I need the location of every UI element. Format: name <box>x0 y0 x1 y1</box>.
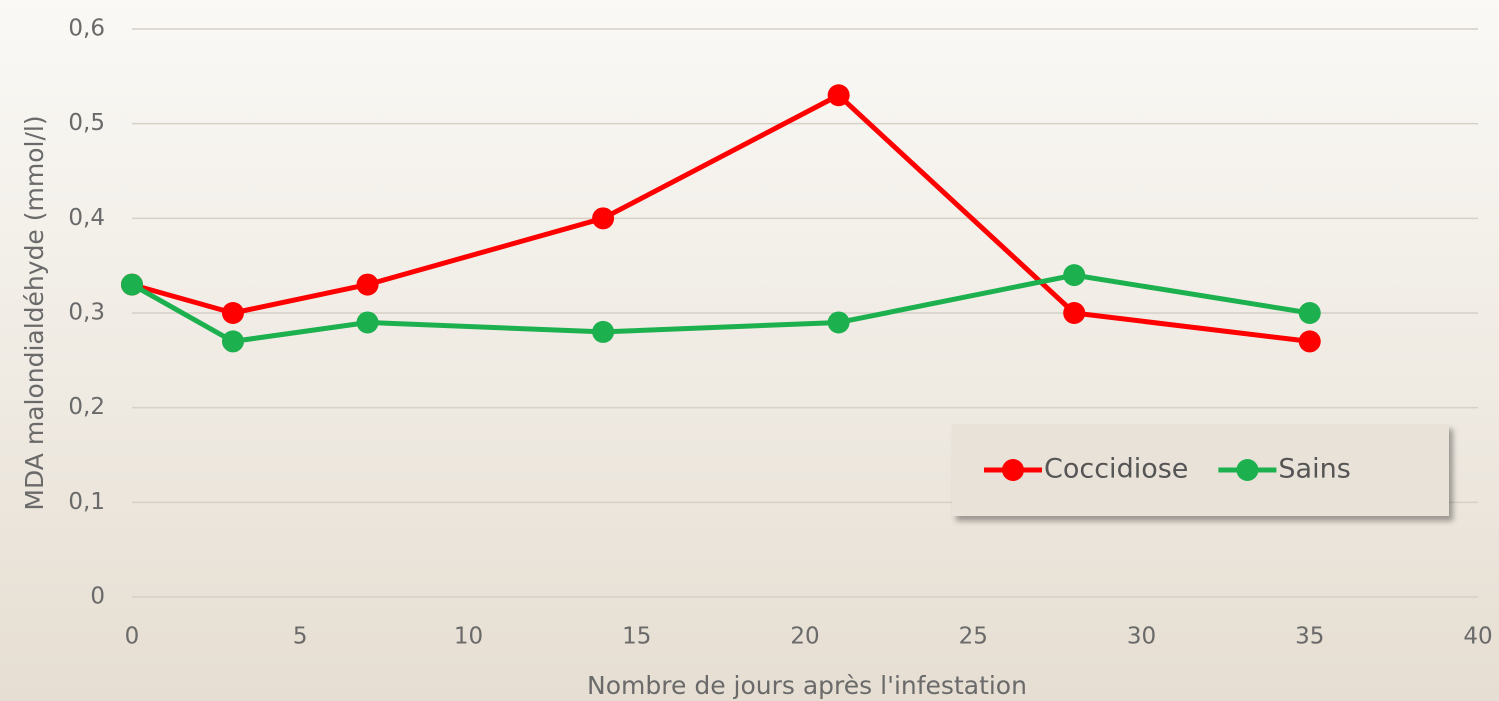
data-point <box>592 207 615 230</box>
legend-marker <box>1236 459 1259 481</box>
x-tick-label: 0 <box>125 624 140 650</box>
data-point <box>827 311 850 334</box>
y-axis-label: MDA malondialdéhyde (mmol/l) <box>20 115 49 510</box>
y-tick-label: 0,6 <box>68 16 105 42</box>
x-tick-label: 10 <box>454 624 483 650</box>
x-tick-label: 20 <box>790 624 819 650</box>
y-tick-label: 0 <box>90 584 105 610</box>
x-tick-label: 30 <box>1127 624 1156 650</box>
data-point <box>356 311 379 334</box>
x-tick-label: 5 <box>293 624 308 650</box>
y-tick-label: 0,2 <box>68 394 105 420</box>
data-point <box>221 330 244 353</box>
legend-marker <box>1002 459 1024 481</box>
data-point <box>1063 264 1086 287</box>
y-tick-label: 0,1 <box>68 489 105 515</box>
data-point <box>1298 302 1321 324</box>
data-point <box>1063 302 1086 324</box>
data-point <box>221 302 244 324</box>
x-tick-label: 25 <box>959 624 988 650</box>
x-axis-label: Nombre de jours après l'infestation <box>587 671 1027 700</box>
legend: Coccidiose Sains <box>952 424 1449 516</box>
y-tick-label: 0,5 <box>68 110 105 136</box>
x-tick-label: 35 <box>1295 624 1324 650</box>
legend-label: Sains <box>1278 454 1350 485</box>
data-point <box>592 320 615 343</box>
data-point <box>356 273 379 296</box>
y-tick-label: 0,4 <box>68 205 105 231</box>
x-tick-label: 40 <box>1463 624 1492 650</box>
data-point <box>121 273 143 296</box>
y-tick-label: 0,3 <box>68 300 105 326</box>
data-point <box>827 84 850 107</box>
data-point <box>1298 330 1321 353</box>
x-tick-label: 15 <box>622 624 651 650</box>
legend-label: Coccidiose <box>1044 454 1188 485</box>
